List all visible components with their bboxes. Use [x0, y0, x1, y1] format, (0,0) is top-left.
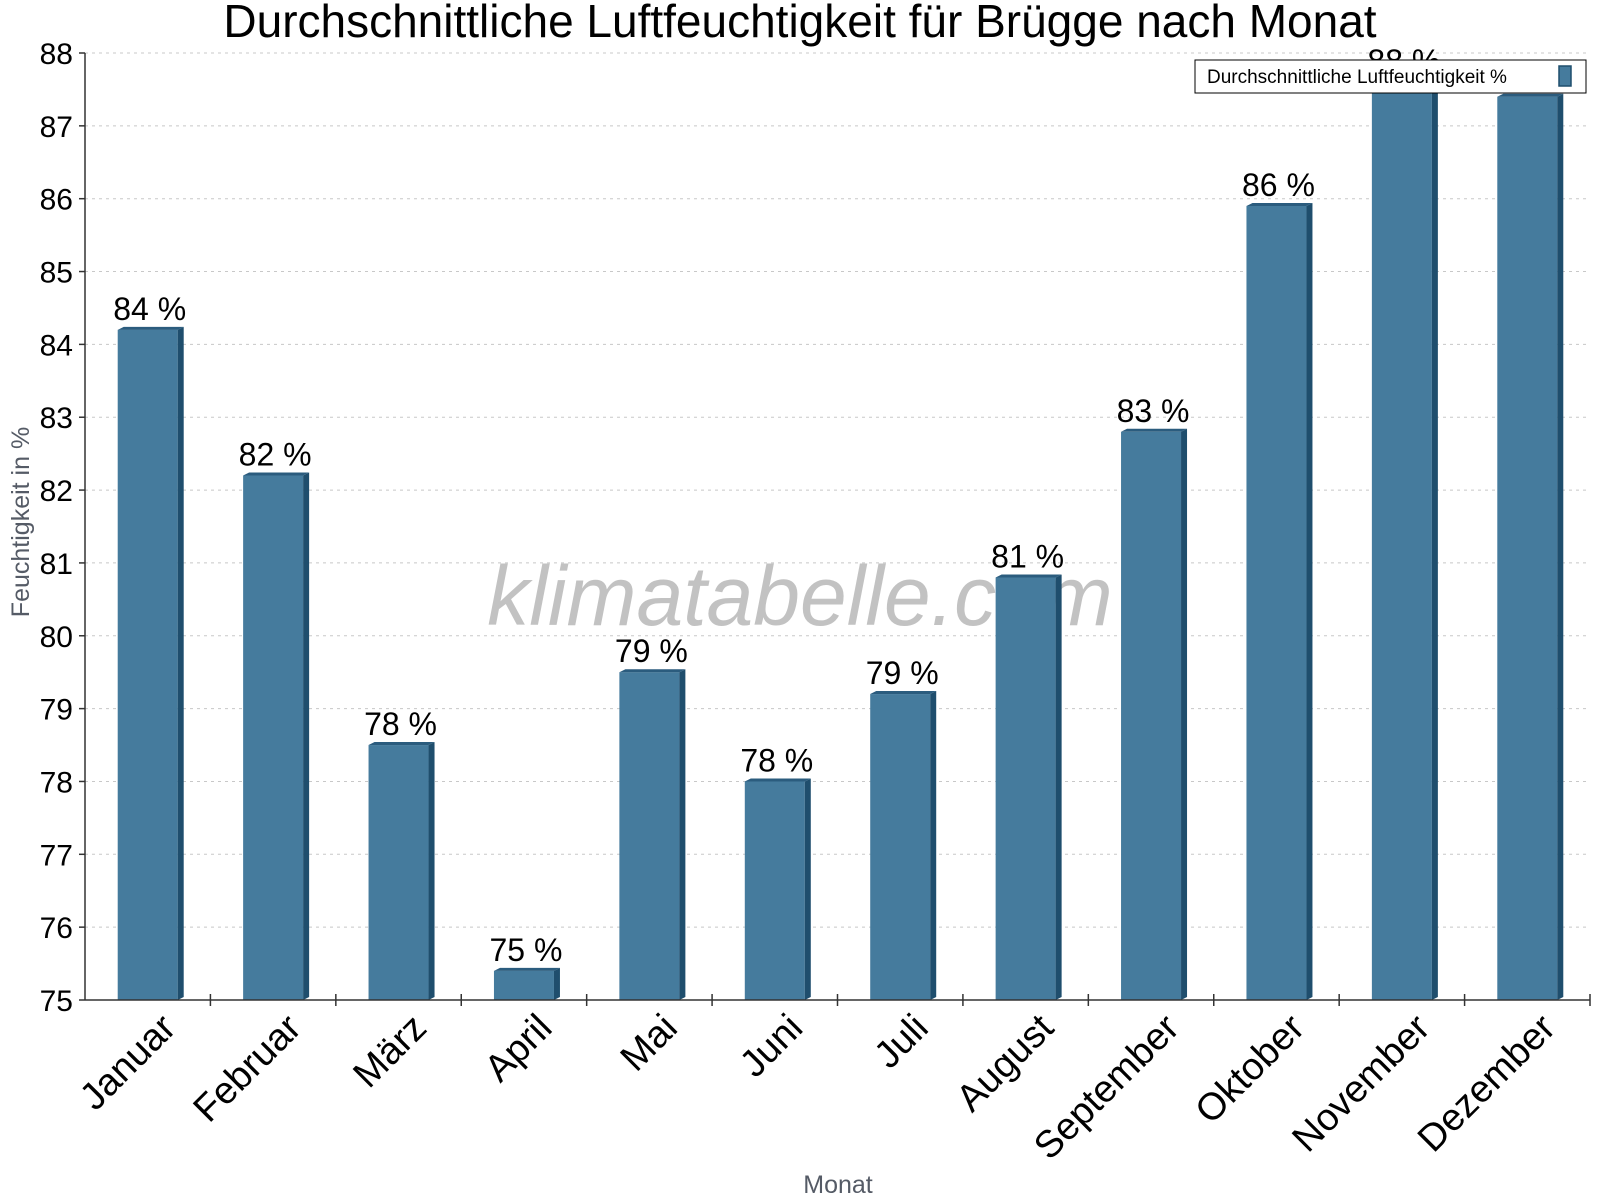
legend-box [1194, 59, 1587, 94]
x-tick-label: August [949, 1006, 1063, 1120]
bar-side [804, 778, 811, 1000]
bar-front [1497, 96, 1558, 1000]
bar [1246, 202, 1313, 1000]
data-label: 79 % [866, 655, 939, 691]
bars: 84 % 82 % 78 % 75 % 79 % 78 % 79 % 81 % 83 % 86 %… [113, 43, 1564, 1001]
bar-front [493, 970, 554, 1000]
bar-side [553, 967, 560, 1000]
bar-side [428, 742, 435, 1000]
bar [619, 669, 686, 1000]
bar [117, 326, 184, 1000]
y-tick-label: 82 [40, 475, 73, 508]
bar-front [243, 475, 304, 1000]
y-tick-label: 81 [40, 548, 73, 581]
bar-top [619, 669, 686, 673]
chart-title: Durchschnittliche Luftfeuchtigkeit für B… [223, 0, 1376, 47]
x-tick-label: Oktober [1188, 1006, 1314, 1132]
legend: Durchschnittliche Luftfeuchtigkeit % [1194, 59, 1587, 94]
x-tick-label: Januar [72, 1006, 184, 1118]
bar [368, 742, 435, 1000]
data-label: 86 % [1242, 167, 1315, 203]
bar-top [493, 967, 560, 971]
bar-top [368, 742, 435, 746]
x-tick-label: Juli [867, 1007, 937, 1077]
y-axis-label: Feuchtigkeit in % [7, 427, 35, 617]
bar [1121, 428, 1188, 1000]
bar [493, 967, 560, 1000]
data-label: 75 % [489, 932, 562, 968]
y-tick-label: 87 [40, 111, 73, 144]
bar [1497, 93, 1564, 1000]
data-label: 82 % [239, 437, 312, 473]
y-tick-label: 75 [40, 985, 73, 1018]
bar-side [1557, 93, 1564, 1000]
x-tick-label: Februar [186, 1006, 310, 1130]
y-tick-label: 76 [40, 912, 73, 945]
bar-side [1055, 574, 1062, 1000]
grid-lines [85, 52, 1590, 928]
x-axis-label: Monat [803, 1171, 873, 1199]
bar [995, 574, 1062, 1000]
bar-side [1181, 428, 1188, 1000]
bar [744, 778, 811, 1000]
bar-top [243, 472, 310, 476]
legend-swatch [1558, 65, 1572, 87]
bar-front [1371, 82, 1432, 1001]
data-label: 78 % [740, 742, 813, 778]
bar-top [1121, 428, 1188, 432]
x-tick-label: Juni [732, 1007, 811, 1086]
bar-front [1246, 205, 1307, 1000]
y-axis-ticks: 75 76 77 78 79 80 81 82 83 84 85 86 87 88 [40, 38, 85, 1018]
x-tick-label: März [345, 1007, 434, 1096]
bar-front [1121, 431, 1182, 1000]
y-tick-label: 86 [40, 184, 73, 217]
y-tick-label: 84 [40, 329, 73, 362]
data-label: 81 % [991, 538, 1064, 574]
bar-side [177, 326, 184, 1000]
bar-side [303, 472, 310, 1000]
y-tick-label: 83 [40, 402, 73, 435]
bar-front [870, 694, 931, 1000]
bar-side [679, 669, 686, 1000]
legend-label: Durchschnittliche Luftfeuchtigkeit % [1207, 67, 1507, 88]
bar-front [995, 577, 1056, 1000]
y-tick-label: 79 [40, 694, 73, 727]
data-label: 79 % [615, 633, 688, 669]
bar-side [930, 691, 937, 1000]
bar [1371, 79, 1438, 1001]
bar-top [1497, 93, 1564, 97]
bar-side [1306, 202, 1313, 1000]
x-tick-label: Dezember [1410, 1006, 1564, 1160]
bar [870, 691, 937, 1000]
y-tick-label: 78 [40, 766, 73, 799]
bar-front [368, 745, 429, 1000]
data-label: 83 % [1117, 393, 1190, 429]
x-tick-label: April [477, 1007, 560, 1090]
bar-top [117, 326, 184, 330]
bar-top [870, 691, 937, 695]
y-tick-label: 80 [40, 621, 73, 654]
y-tick-label: 88 [40, 38, 73, 71]
y-tick-label: 85 [40, 257, 73, 290]
x-axis-ticks: Januar Februar März April Mai Juni Juli AugustS… [72, 994, 1591, 1168]
bar-top [995, 574, 1062, 578]
bar-front [744, 781, 805, 1000]
bar-top [1246, 202, 1313, 206]
bar [243, 472, 310, 1000]
bar-front [619, 672, 680, 1000]
y-tick-label: 77 [40, 839, 73, 872]
data-label: 84 % [113, 291, 186, 327]
bar-top [744, 778, 811, 782]
data-label: 78 % [364, 706, 437, 742]
bar-front [117, 329, 178, 1000]
bar-side [1431, 79, 1438, 1001]
x-tick-label: Mai [613, 1007, 686, 1080]
